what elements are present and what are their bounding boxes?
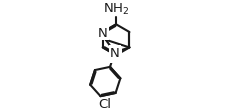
Text: N: N (97, 26, 107, 39)
Text: N: N (111, 49, 120, 62)
Text: Cl: Cl (98, 97, 110, 110)
Text: N: N (109, 46, 119, 59)
Text: NH$_2$: NH$_2$ (102, 2, 129, 17)
